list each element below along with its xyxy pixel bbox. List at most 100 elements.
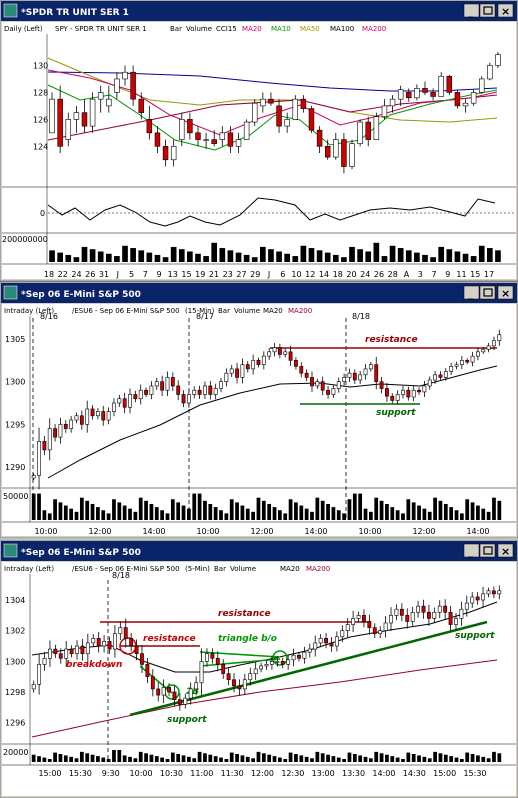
volume-bar	[352, 493, 357, 520]
minimize-button[interactable]	[463, 3, 480, 18]
y-tick-label: 1302	[5, 627, 25, 636]
volume-bar	[57, 252, 63, 262]
legend-symbol: /ESU6 - Sep 06 E-Mini S&P 500	[72, 565, 180, 573]
volume-bar	[368, 511, 373, 520]
candle	[154, 377, 159, 390]
maximize-icon	[483, 288, 493, 297]
volume-bar	[74, 758, 79, 762]
candle	[150, 669, 155, 697]
2b-label: 2B	[186, 687, 199, 697]
candle	[448, 605, 453, 631]
candle	[497, 329, 502, 346]
candle	[253, 662, 258, 681]
candles	[31, 585, 502, 711]
volume-bar	[133, 511, 138, 520]
candle	[300, 95, 307, 113]
volume-bar	[358, 755, 363, 762]
candle	[154, 126, 161, 154]
maximize-button[interactable]	[479, 285, 496, 300]
volume-bar	[341, 257, 347, 262]
candle	[215, 651, 220, 672]
y-tick-label: 1304	[5, 596, 25, 605]
candle	[122, 392, 127, 414]
candle	[197, 385, 202, 399]
y-tick-label: 1300	[5, 378, 25, 387]
legend: Daily (Left) SPY - SPDR TR UNIT SER 1 Ba…	[4, 25, 386, 33]
volume-bar	[79, 751, 84, 762]
close-button[interactable]	[497, 285, 514, 300]
candle	[367, 614, 372, 635]
candle	[188, 682, 193, 705]
legend-scale: Intraday (Left)	[4, 307, 54, 315]
title-bar[interactable]	[1, 283, 517, 303]
candle	[389, 607, 393, 632]
maximize-button[interactable]	[479, 543, 496, 558]
volume-bar	[187, 251, 193, 262]
volume-bar	[96, 507, 100, 520]
x-tick-label: 10:00	[358, 527, 381, 536]
x-tick-label: 15	[470, 270, 480, 279]
volume-bar	[320, 753, 325, 762]
candle	[186, 389, 191, 408]
volume-bar	[443, 754, 448, 762]
volume-bar	[224, 759, 229, 762]
candle	[205, 648, 209, 667]
candle	[476, 347, 480, 361]
candle	[316, 126, 323, 154]
volume-bar	[154, 254, 161, 262]
legend-ma200: MA200	[306, 565, 330, 573]
volume-bar	[347, 752, 352, 762]
candle	[161, 679, 166, 704]
minimize-button[interactable]	[463, 543, 480, 558]
title-bar[interactable]	[1, 541, 517, 561]
volume-bar	[260, 246, 266, 262]
legend-bar: Bar	[214, 565, 226, 573]
candle	[320, 376, 325, 396]
x-tick-label: 5	[129, 270, 134, 279]
candle	[106, 407, 111, 425]
candle	[310, 371, 314, 392]
volume-bar	[170, 752, 175, 762]
volume-bar	[149, 503, 154, 520]
volume-bar	[331, 756, 336, 762]
volume-bar	[138, 751, 143, 762]
maximize-button[interactable]	[479, 3, 496, 18]
volume-bars	[49, 242, 501, 262]
candle	[261, 351, 266, 370]
triangle-bo-label: triangle b/o	[218, 634, 277, 644]
candle	[85, 400, 90, 433]
volume-bar	[261, 753, 266, 762]
volume-bar	[85, 500, 90, 520]
x-tick-label: 11:00	[190, 769, 213, 778]
candle	[294, 357, 298, 370]
volume-bar	[397, 248, 404, 262]
volume-bar	[449, 507, 454, 520]
volume-bar	[53, 752, 57, 762]
legend-ma200: MA200	[362, 25, 386, 33]
candle	[307, 643, 312, 658]
candle	[340, 625, 345, 643]
candle	[373, 112, 380, 140]
volume-bar	[49, 250, 55, 262]
x-tick-label: 15:00	[38, 769, 61, 778]
volume-bar	[69, 508, 74, 520]
close-icon: ×	[501, 5, 510, 18]
volume-bar	[352, 754, 357, 762]
resistance-line: resistance	[270, 335, 497, 349]
breakdown-resistance-label: resistance	[143, 634, 196, 644]
candle	[351, 610, 356, 633]
candle	[492, 336, 496, 351]
candle	[203, 132, 209, 150]
volume-bar	[454, 510, 459, 520]
candle	[80, 639, 85, 661]
candle	[227, 126, 234, 154]
close-button[interactable]	[497, 3, 514, 18]
x-tick-label: 10:00	[130, 769, 153, 778]
candle	[446, 74, 453, 96]
minimize-button[interactable]	[463, 285, 480, 300]
close-button[interactable]	[497, 543, 514, 558]
candle	[48, 640, 52, 667]
title-bar[interactable]	[1, 1, 517, 21]
volume-bar	[422, 254, 428, 262]
legend: Intraday (Left) /ESU6 - Sep 06 E-Mini S&…	[4, 565, 330, 573]
